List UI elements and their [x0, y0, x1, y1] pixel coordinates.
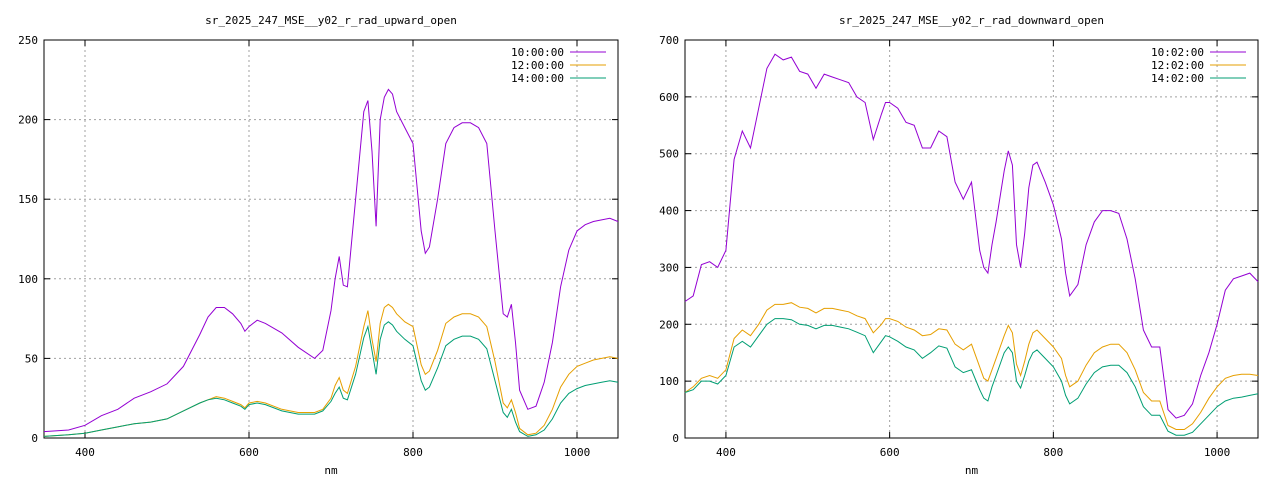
- y-tick-label: 600: [659, 91, 679, 104]
- y-tick-label: 300: [659, 261, 679, 274]
- x-tick-label: 800: [403, 446, 423, 459]
- series-line-0: [43, 88, 619, 433]
- y-tick-label: 100: [18, 273, 38, 286]
- y-tick-label: 200: [659, 318, 679, 331]
- chart-title: sr_2025_247_MSE__y02_r_rad_upward_open: [205, 14, 457, 27]
- series-line-1: [43, 303, 619, 437]
- y-tick-label: 700: [659, 34, 679, 47]
- chart-title: sr_2025_247_MSE__y02_r_rad_downward_open: [839, 14, 1104, 27]
- series-line-1: [684, 302, 1259, 430]
- y-tick-label: 500: [659, 148, 679, 161]
- x-tick-label: 800: [1043, 446, 1063, 459]
- x-tick-label: 400: [716, 446, 736, 459]
- y-tick-label: 400: [659, 205, 679, 218]
- legend-label: 10:02:00: [1151, 46, 1204, 59]
- x-tick-label: 400: [75, 446, 95, 459]
- legend-label: 12:00:00: [511, 59, 564, 72]
- y-tick-label: 0: [31, 432, 38, 445]
- y-tick-label: 0: [672, 432, 679, 445]
- series-line-0: [684, 53, 1259, 419]
- x-tick-label: 1000: [1204, 446, 1231, 459]
- plot-frame: [43, 39, 619, 439]
- y-tick-label: 100: [659, 375, 679, 388]
- y-tick-label: 200: [18, 114, 38, 127]
- x-axis-label: nm: [965, 464, 979, 477]
- x-axis-label: nm: [324, 464, 338, 477]
- x-tick-label: 600: [239, 446, 259, 459]
- y-tick-label: 150: [18, 193, 38, 206]
- legend-label: 14:00:00: [511, 72, 564, 85]
- legend-label: 12:02:00: [1151, 59, 1204, 72]
- chart-upward: sr_2025_247_MSE__y02_r_rad_upward_open 40…: [18, 14, 619, 477]
- series-line-2: [43, 321, 619, 437]
- x-tick-label: 600: [880, 446, 900, 459]
- series-line-2: [684, 318, 1259, 436]
- chart-downward: sr_2025_247_MSE__y02_r_rad_downward_open…: [659, 14, 1259, 477]
- legend-label: 14:02:00: [1151, 72, 1204, 85]
- y-tick-label: 250: [18, 34, 38, 47]
- plot-frame: [684, 39, 1259, 439]
- legend-label: 10:00:00: [511, 46, 564, 59]
- x-tick-label: 1000: [564, 446, 591, 459]
- y-tick-label: 50: [25, 352, 38, 365]
